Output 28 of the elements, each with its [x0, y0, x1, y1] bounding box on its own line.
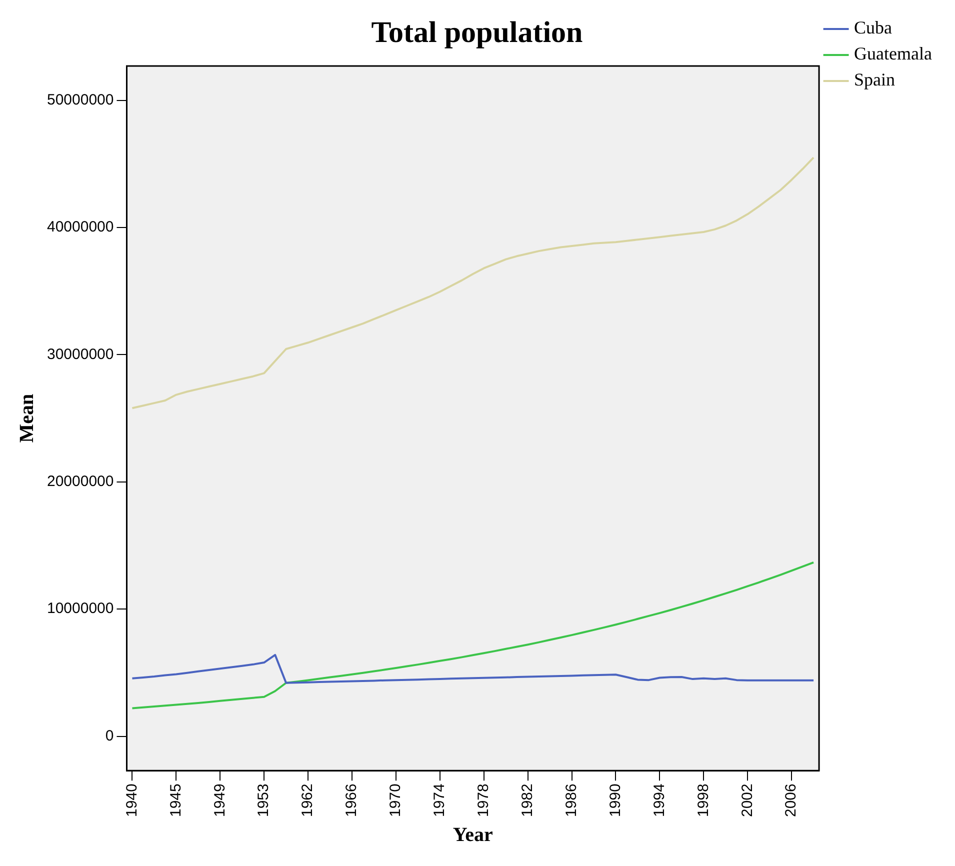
x-tick-label: 1945: [167, 784, 184, 818]
x-tick-label: 2006: [782, 784, 800, 818]
x-tick-label: 1978: [475, 784, 492, 818]
x-axis-title: Year: [452, 824, 493, 846]
y-tick-label: 30000000: [46, 346, 114, 363]
y-axis-title: Mean: [16, 394, 38, 443]
x-tick-label: 1990: [606, 784, 624, 818]
x-tick-label: 1966: [343, 784, 360, 818]
y-tick-label: 20000000: [46, 473, 114, 490]
legend-label: Cuba: [854, 18, 892, 38]
y-tick-label: 50000000: [46, 91, 114, 108]
x-tick-label: 1994: [650, 784, 668, 818]
y-tick-label: 40000000: [46, 218, 114, 236]
x-tick-label: 1962: [299, 784, 316, 818]
legend-label: Guatemala: [854, 44, 932, 64]
x-tick-label: 1949: [211, 784, 228, 818]
legend-label: Spain: [854, 70, 896, 90]
x-tick-label: 1986: [562, 784, 580, 818]
x-tick-label: 1982: [518, 784, 536, 818]
y-tick-label: 10000000: [46, 600, 114, 618]
x-tick-label: 1953: [255, 784, 272, 818]
x-tick-label: 1940: [123, 784, 140, 818]
chart-title: Total population: [371, 16, 584, 49]
x-tick-label: 1998: [694, 784, 712, 818]
x-tick-label: 1970: [387, 784, 404, 818]
x-tick-label: 1974: [431, 784, 448, 818]
x-tick-label: 2002: [738, 784, 756, 818]
y-tick-label: 0: [105, 727, 114, 744]
